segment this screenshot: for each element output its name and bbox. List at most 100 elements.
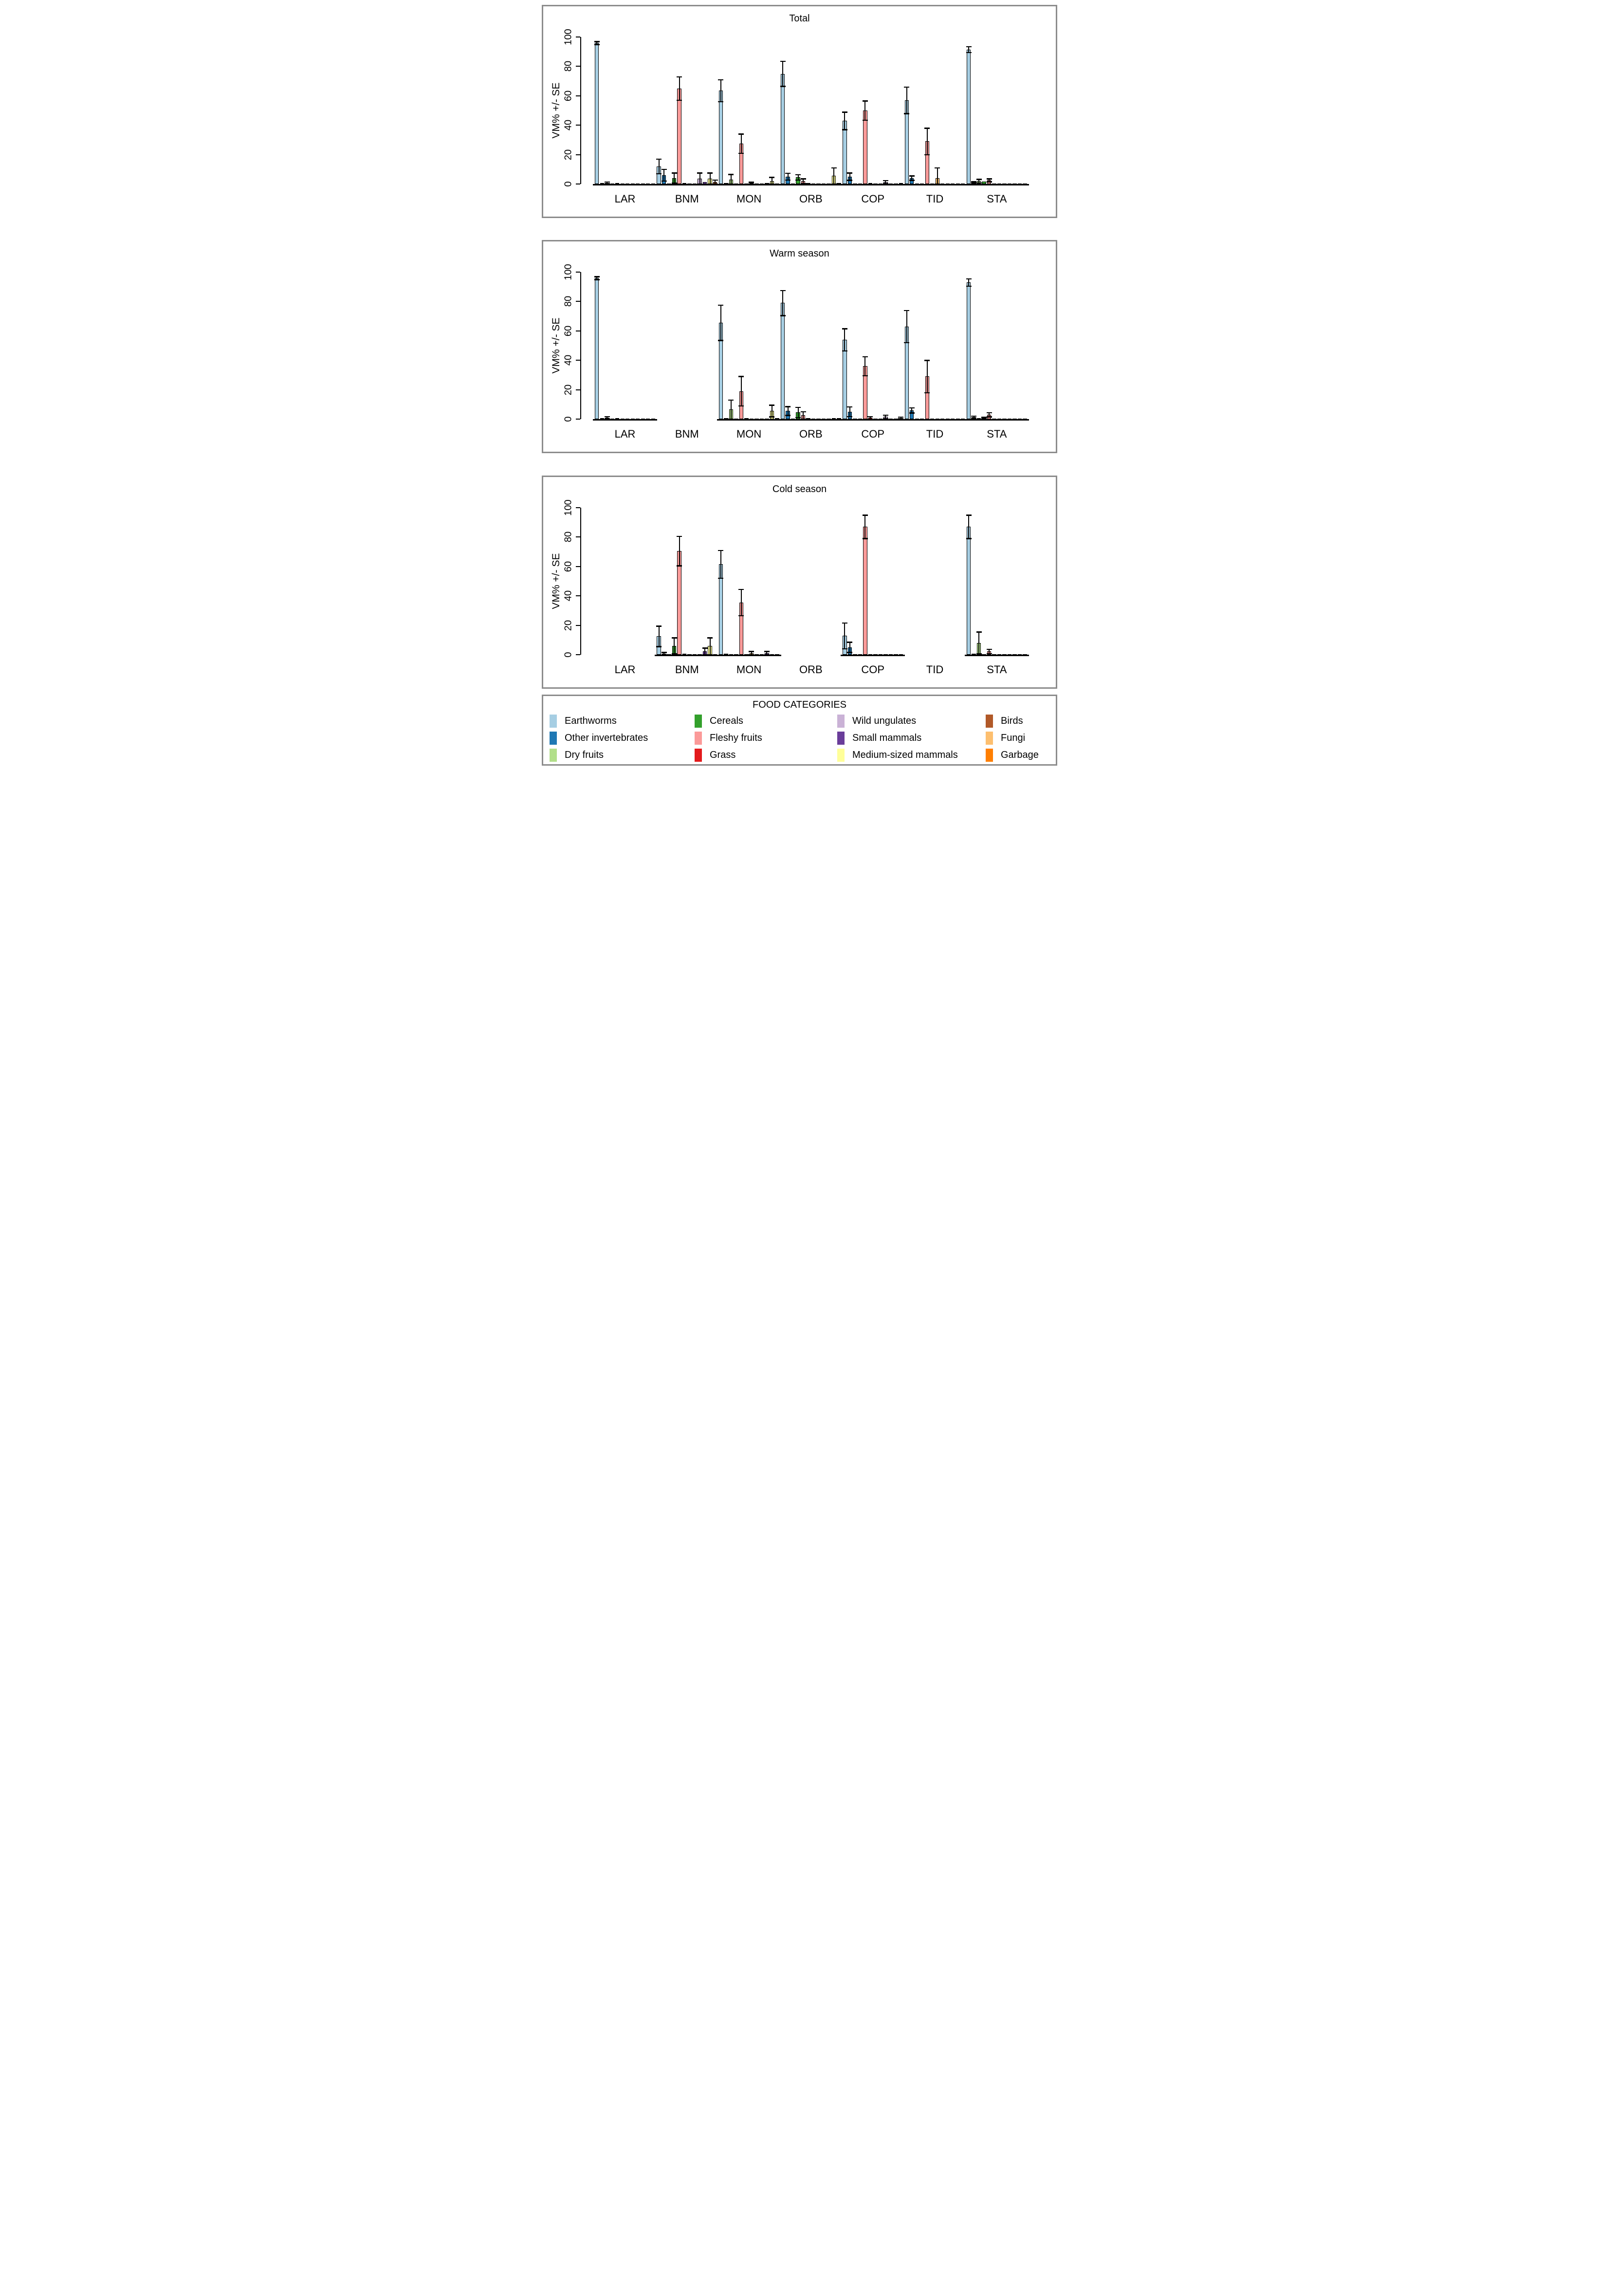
- error-bar: [803, 179, 804, 184]
- error-bar-cap: [842, 129, 847, 130]
- y-tick-mark: [576, 301, 580, 302]
- error-bar-cap: [862, 514, 868, 516]
- zero-mark-cop: [873, 419, 878, 420]
- baseline-mon: [717, 184, 781, 185]
- y-tick-mark: [576, 595, 580, 597]
- error-bar-cap: [986, 653, 992, 655]
- error-bar-cap: [785, 172, 791, 174]
- error-bar-cap: [785, 179, 791, 181]
- zero-mark-cop: [858, 419, 863, 420]
- zero-mark-orb: [816, 419, 821, 420]
- x-label-bnm: BNM: [675, 428, 699, 440]
- zero-mark-orb: [821, 419, 826, 420]
- y-tick-mark: [576, 625, 580, 626]
- error-bar-cap: [769, 416, 775, 418]
- x-label-lar: LAR: [614, 663, 636, 676]
- x-label-lar: LAR: [614, 193, 636, 205]
- y-tick-label: 20: [563, 384, 574, 395]
- error-bar: [978, 632, 980, 654]
- y-tick-label: 40: [563, 355, 574, 366]
- error-bar-cap: [656, 625, 662, 627]
- x-label-sta: STA: [987, 193, 1007, 205]
- zero-mark-sta: [992, 654, 996, 655]
- error-bar-cap: [795, 179, 801, 181]
- error-bar-cap: [764, 651, 770, 652]
- y-tick-mark: [576, 125, 580, 126]
- zero-mark-orb: [827, 419, 831, 420]
- y-axis-line: [580, 37, 581, 184]
- error-bar-cap: [831, 167, 837, 169]
- error-bar: [704, 648, 706, 655]
- error-bar: [833, 167, 835, 184]
- bar-cop-grass: [868, 183, 873, 184]
- error-bar-cap: [707, 637, 713, 639]
- error-bar: [709, 173, 711, 184]
- baseline-lar: [593, 419, 657, 421]
- error-bar: [849, 173, 850, 181]
- error-bar: [849, 406, 850, 417]
- baseline-sta: [964, 184, 1029, 185]
- bar-lar-earthworms: [595, 43, 599, 184]
- baseline-mon: [717, 655, 781, 656]
- error-bar: [740, 134, 742, 153]
- error-bar-cap: [780, 60, 786, 62]
- error-bar-cap: [656, 173, 662, 175]
- error-bar: [911, 176, 913, 181]
- bar-cop-earthworms: [843, 339, 847, 419]
- error-bar-cap: [842, 350, 847, 352]
- legend-swatch-earthworms: [550, 714, 557, 728]
- error-bar: [885, 415, 886, 419]
- error-bar-cap: [966, 46, 972, 48]
- error-bar-cap: [780, 315, 786, 316]
- error-bar: [596, 41, 598, 45]
- error-bar-cap: [728, 399, 734, 401]
- baseline-tid: [902, 184, 967, 185]
- zero-mark-mon: [754, 419, 759, 420]
- error-bar-cap: [847, 642, 853, 643]
- y-tick-label: 100: [563, 29, 574, 45]
- baseline-cop: [841, 184, 905, 185]
- bar-orb-medium-sized-mammals: [831, 418, 836, 419]
- x-label-tid: TID: [926, 193, 944, 205]
- zero-mark-lar: [630, 419, 635, 420]
- panel-title-cold-season: Cold season: [772, 484, 827, 495]
- error-bar-cap: [738, 405, 744, 407]
- legend-item-dry-fruits: Dry fruits: [550, 748, 604, 762]
- error-bar-cap: [842, 111, 847, 113]
- baseline-sta: [964, 655, 1029, 656]
- y-tick-mark: [576, 360, 580, 361]
- error-bar: [720, 79, 721, 102]
- error-bar-cap: [712, 184, 718, 185]
- error-bar-cap: [986, 178, 992, 180]
- error-bar-cap: [971, 181, 977, 183]
- error-bar: [658, 626, 660, 647]
- error-bar-cap: [749, 654, 754, 656]
- error-bar-cap: [904, 86, 910, 88]
- legend-swatch-garbage: [986, 748, 993, 762]
- baseline-orb: [778, 419, 843, 421]
- legend-item-earthworms: Earthworms: [550, 714, 617, 728]
- zero-mark-cop: [873, 654, 878, 655]
- zero-mark-tid: [945, 419, 950, 420]
- error-bar-cap: [671, 653, 677, 655]
- zero-mark-cop: [858, 654, 863, 655]
- y-tick-mark: [576, 566, 580, 567]
- zero-mark-sta: [992, 419, 996, 420]
- error-bar-cap: [677, 99, 682, 101]
- zero-mark-lar: [636, 419, 640, 420]
- error-bar: [926, 360, 928, 393]
- error-bar-cap: [718, 340, 724, 341]
- error-bar: [968, 278, 970, 286]
- y-axis-label: VM% +/- SE: [551, 317, 562, 374]
- figure-food-categories-barplots: FOOD CATEGORIES Earthworms Other inverteb…: [533, 0, 1066, 766]
- zero-mark-bnm: [687, 654, 692, 655]
- bar-mon-other-invertebrates: [724, 183, 728, 184]
- zero-mark-tid: [956, 419, 960, 420]
- error-bar: [730, 174, 732, 184]
- y-axis-line: [580, 508, 581, 655]
- zero-mark-bnm: [692, 654, 697, 655]
- error-bar-cap: [697, 184, 703, 185]
- y-axis-label: VM% +/- SE: [551, 82, 562, 139]
- error-bar-cap: [749, 184, 754, 185]
- error-bar-cap: [976, 182, 982, 184]
